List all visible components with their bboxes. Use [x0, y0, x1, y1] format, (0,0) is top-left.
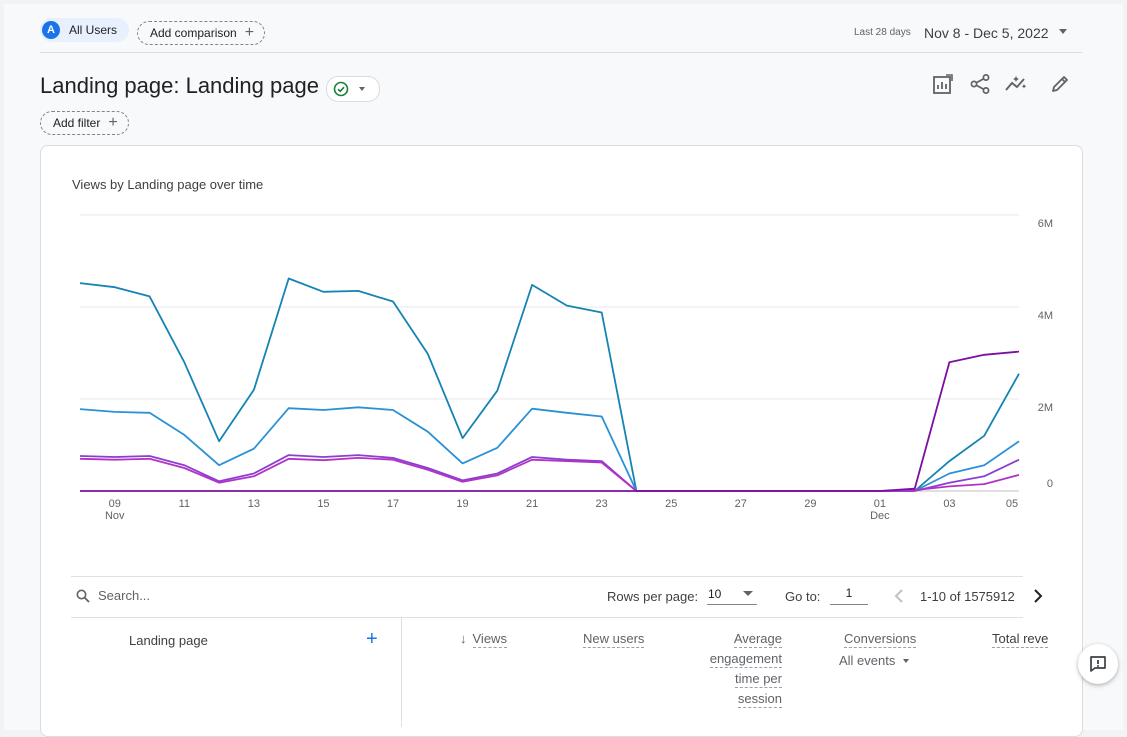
avg-engagement-line-2: engagement [709, 651, 782, 668]
go-to-label: Go to: [785, 589, 821, 604]
new-users-column-header[interactable]: New users [583, 631, 645, 648]
edit-icon [1052, 76, 1068, 92]
x-month-label: Dec [870, 510, 890, 522]
avg-engagement-line-4: session [737, 691, 782, 708]
conversion-event-select[interactable]: All events [839, 653, 910, 668]
pagination-text: 1-10 of 1575912 [920, 589, 1015, 604]
x-tick-label: 17 [387, 498, 399, 510]
rows-per-page-value: 10 [708, 587, 722, 601]
chevron-down-icon [359, 87, 365, 91]
check-circle-icon [333, 81, 349, 97]
add-filter-label: Add filter [53, 116, 101, 130]
x-tick-label: 19 [456, 498, 468, 510]
add-comparison-button[interactable]: Add comparison + [137, 21, 266, 45]
page-title: Landing page: Landing page [40, 73, 319, 98]
go-to-input[interactable]: 1 [830, 586, 868, 605]
chevron-down-icon [903, 658, 910, 663]
views-header-label: Views [472, 631, 507, 648]
plus-icon: + [244, 24, 255, 41]
avg-engagement-column-header[interactable]: Average engagement time per session [690, 629, 782, 709]
avg-engagement-line-1: Average [733, 631, 782, 648]
segment-chip-all-users[interactable]: A All Users [40, 18, 130, 42]
x-tick-label: 21 [526, 498, 538, 510]
segment-label: All Users [69, 23, 118, 37]
conversions-column-header[interactable]: Conversions [844, 631, 917, 648]
date-range-picker[interactable]: Nov 8 - Dec 5, 2022 [924, 25, 1049, 41]
y-tick-label: 2M [1038, 402, 1053, 414]
total-revenue-column-header[interactable]: Total reve [992, 631, 1049, 648]
rows-per-page-label: Rows per page: [607, 589, 699, 604]
add-dimension-button[interactable]: + [366, 628, 378, 650]
feedback-button[interactable] [1078, 644, 1118, 684]
feedback-icon [1090, 656, 1106, 672]
chart-card [40, 145, 1083, 737]
add-comparison-label: Add comparison [150, 26, 237, 40]
avg-engagement-line-3: time per [735, 671, 782, 688]
x-tick-label: 15 [317, 498, 329, 510]
table-toolbar [71, 576, 1023, 618]
x-tick-label: 03 [943, 498, 955, 510]
customize-report-button[interactable] [929, 70, 957, 98]
date-range-dropdown-icon[interactable] [1059, 29, 1067, 34]
share-button[interactable] [966, 70, 994, 98]
x-month-label: Nov [105, 510, 125, 522]
x-tick-label: 01 [874, 498, 886, 510]
sort-descending-icon: ↓ [460, 631, 467, 646]
landing-page-column-header[interactable]: Landing page [129, 633, 208, 648]
x-tick-label: 27 [735, 498, 747, 510]
plus-icon: + [108, 114, 118, 131]
data-quality-status-button[interactable] [326, 76, 380, 102]
share-icon [970, 74, 990, 94]
x-tick-label: 11 [179, 498, 190, 510]
date-range-label: Last 28 days [854, 27, 911, 38]
search-icon [76, 589, 90, 603]
chart-title: Views by Landing page over time [72, 177, 264, 192]
x-tick-label: 29 [804, 498, 816, 510]
series-line-2 [79, 406, 1020, 492]
x-tick-label: 13 [248, 498, 260, 510]
chevron-down-icon [743, 591, 753, 596]
insights-icon [1005, 76, 1027, 91]
customize-report-icon [933, 74, 953, 94]
rows-per-page-select[interactable]: 10 [707, 586, 757, 605]
views-column-header[interactable]: ↓ Views [460, 631, 507, 648]
column-divider [401, 617, 402, 727]
insights-button[interactable] [1002, 70, 1030, 98]
x-tick-label: 09 [109, 498, 121, 510]
search-input[interactable] [98, 588, 398, 603]
x-tick-label: 05 [1006, 498, 1018, 510]
next-page-icon[interactable] [1031, 588, 1045, 604]
series-line-5 [80, 350, 1020, 492]
edit-button[interactable] [1046, 70, 1074, 98]
y-tick-label: 0 [1047, 478, 1053, 490]
add-filter-button[interactable]: Add filter + [40, 111, 129, 135]
header-divider [40, 52, 1082, 53]
previous-page-icon[interactable] [892, 588, 906, 604]
conversion-event-value: All events [839, 653, 896, 668]
segment-avatar: A [42, 21, 60, 39]
x-tick-label: 23 [596, 498, 608, 510]
y-tick-label: 4M [1038, 310, 1053, 322]
y-tick-label: 6M [1038, 218, 1053, 230]
series-line-4 [79, 456, 1020, 492]
x-tick-label: 25 [665, 498, 677, 510]
